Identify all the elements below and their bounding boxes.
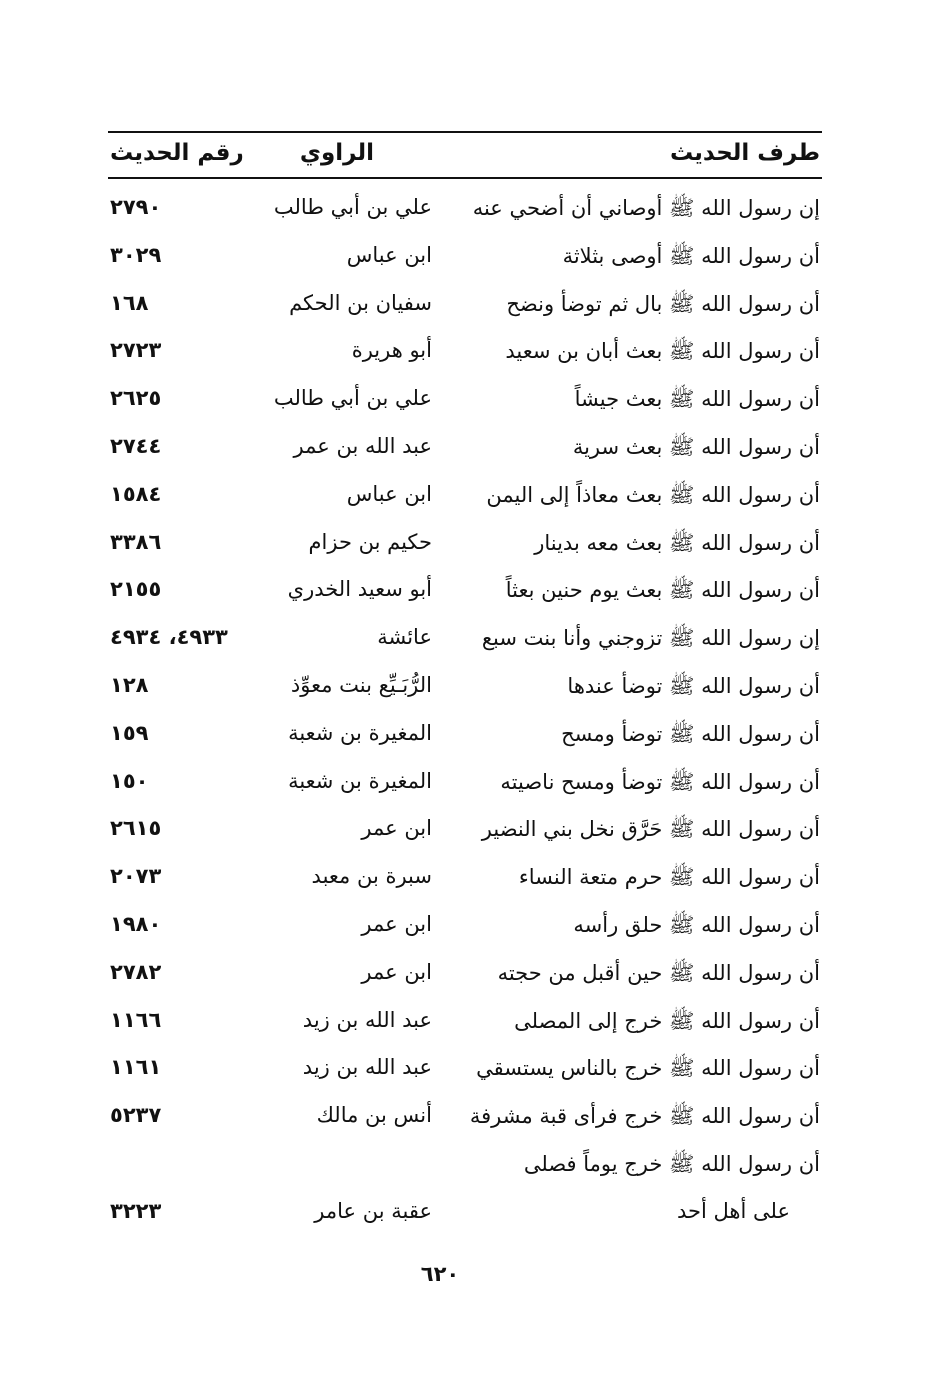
hadith-text: أن رسول الله ﷺ حلق رأسه	[573, 913, 820, 937]
narrator: أبو سعيد الخدري	[287, 577, 432, 602]
hadith-number: ٣٢٢٣	[110, 1198, 162, 1223]
narrator: علي بن أبي طالب	[273, 195, 432, 219]
hadith-text: أن رسول الله ﷺ أوصى بثلاثة	[562, 243, 820, 268]
hadith-number: ٢٧٨٢	[110, 959, 162, 984]
table-row: إن رسول الله ﷺ تزوجني وأنا بنت سبع عائشة ٤…	[0, 625, 944, 665]
table-row: أن رسول الله ﷺ بعث معاذاً إلى اليمن ابن ع…	[0, 482, 944, 522]
hadith-number: ٢٧٩٠	[110, 195, 162, 219]
hadith-text: أن رسول الله ﷺ بعث يوم حنين بعثاً	[505, 578, 820, 603]
hadith-text: أن رسول الله ﷺ توضأ ومسح ناصيته	[500, 769, 820, 794]
hadith-text: أن رسول الله ﷺ بعث جيشاً	[574, 387, 820, 412]
table-row: أن رسول الله ﷺ بعث جيشاً علي بن أبي طالب ٢…	[0, 386, 944, 426]
narrator: ابن عباس	[346, 242, 432, 267]
hadith-text: أن رسول الله ﷺ حرم متعة النساء	[518, 865, 820, 890]
hadith-text: أن رسول الله ﷺ بال ثم توضأ ونضح	[506, 291, 820, 316]
table-row: أن رسول الله ﷺ أوصى بثلاثة ابن عباس ٣٠٢٩	[0, 243, 944, 283]
table-row: أن رسول الله ﷺ بال ثم توضأ ونضح سفيان بن …	[0, 291, 944, 331]
table-row: أن رسول الله ﷺ حلق رأسه ابن عمر ١٩٨٠	[0, 912, 944, 952]
hadith-number: ٢٠٧٣	[110, 864, 162, 889]
hadith-text: أن رسول الله ﷺ حَرَّق نخل بني النضير	[481, 817, 820, 842]
table-row: أن رسول الله ﷺ توضأ عندها الرُّبَـيِّع بن…	[0, 673, 944, 713]
table-row: أن رسول الله ﷺ خرج بالناس يستسقي عبد الله…	[0, 1055, 944, 1095]
hadith-number: ١٥٠	[110, 768, 149, 793]
header-rule	[108, 177, 822, 179]
narrator: حكيم بن حزام	[308, 529, 432, 554]
header-hadith-number: رقم الحديث	[110, 140, 244, 166]
narrator: علي بن أبي طالب	[273, 386, 432, 411]
hadith-text: أن رسول الله ﷺ خرج يوماً فصلى	[523, 1152, 820, 1176]
header-hadith-text: طرف الحديث	[669, 140, 820, 166]
hadith-number: ١٥٩	[110, 720, 149, 745]
narrator: عقبة بن عامر	[314, 1198, 432, 1223]
hadith-text: أن رسول الله ﷺ خرج فرأى قبة مشرفة	[469, 1104, 820, 1129]
narrator: عبد الله بن زيد	[302, 1007, 432, 1032]
table-row: أن رسول الله ﷺ بعث أبان بن سعيد أبو هريرة…	[0, 338, 944, 378]
hadith-text: أن رسول الله ﷺ بعث معه بدينار	[534, 530, 820, 555]
hadith-number: ١١٦٦	[110, 1007, 162, 1032]
table-row: أن رسول الله ﷺ خرج فرأى قبة مشرفة أنس بن …	[0, 1103, 944, 1143]
hadith-text: أن رسول الله ﷺ توضأ ومسح	[561, 721, 820, 746]
narrator: ابن عمر	[361, 816, 432, 841]
narrator: المغيرة بن شعبة	[288, 720, 432, 745]
narrator: ابن عمر	[361, 959, 432, 984]
narrator: الرُّبَـيِّع بنت معوِّذ	[290, 673, 432, 697]
hadith-text: أن رسول الله ﷺ بعث سرية	[572, 435, 820, 459]
hadith-number: ٢١٥٥	[110, 577, 162, 602]
hadith-number: ٢٦١٥	[110, 816, 162, 841]
table-row: أن رسول الله ﷺ حَرَّق نخل بني النضير ابن …	[0, 816, 944, 856]
hadith-number: ٢٦٢٥	[110, 386, 162, 411]
hadith-text: أن رسول الله ﷺ خرج بالناس يستسقي	[476, 1056, 820, 1081]
hadith-text: أن رسول الله ﷺ خرج إلى المصلى	[514, 1008, 820, 1033]
hadith-number: ٢٧٤٤	[110, 434, 162, 458]
hadith-number: ٢٧٢٣	[110, 338, 162, 363]
narrator: سفيان بن الحكم	[289, 290, 432, 315]
table-row: أن رسول الله ﷺ حين أقبل من حجته ابن عمر ٢٧…	[0, 960, 944, 1000]
hadith-number: ١٢٨	[110, 673, 149, 697]
hadith-text: أن رسول الله ﷺ حين أقبل من حجته	[497, 960, 820, 985]
header-narrator: الراوي	[299, 140, 374, 166]
hadith-text: إن رسول الله ﷺ أوصاني أن أضحي عنه	[472, 196, 820, 220]
table-row: إن رسول الله ﷺ أوصاني أن أضحي عنه علي بن …	[0, 195, 944, 235]
table-row: أن رسول الله ﷺ خرج إلى المصلى عبد الله بن…	[0, 1008, 944, 1048]
hadith-text-continued: على أهل أحد	[677, 1198, 790, 1223]
hadith-number: ١١٦١	[110, 1055, 162, 1080]
hadith-number: ٣٣٨٦	[110, 529, 162, 554]
hadith-number: ٤٩٣٣، ٤٩٣٤	[110, 625, 228, 650]
narrator: عائشة	[377, 625, 432, 650]
hadith-text: أن رسول الله ﷺ بعث معاذاً إلى اليمن	[486, 482, 820, 507]
table-row: أن رسول الله ﷺ بعث معه بدينار حكيم بن حزا…	[0, 530, 944, 570]
narrator: المغيرة بن شعبة	[288, 768, 432, 793]
narrator: عبد الله بن زيد	[302, 1055, 432, 1080]
table-row: أن رسول الله ﷺ توضأ ومسح المغيرة بن شعبة ١…	[0, 721, 944, 761]
narrator: عبد الله بن عمر	[293, 434, 432, 458]
table-row: أن رسول الله ﷺ خرج يوماً فصلى على أهل أحد…	[0, 1151, 944, 1223]
top-rule	[108, 131, 822, 133]
hadith-number: ٣٠٢٩	[110, 242, 162, 267]
narrator: ابن عباس	[346, 481, 432, 506]
table-row: أن رسول الله ﷺ حرم متعة النساء سبرة بن مع…	[0, 864, 944, 904]
hadith-number: ٥٢٣٧	[110, 1103, 162, 1128]
hadith-text: أن رسول الله ﷺ توضأ عندها	[567, 674, 820, 698]
hadith-text: إن رسول الله ﷺ تزوجني وأنا بنت سبع	[481, 626, 820, 651]
narrator: ابن عمر	[361, 912, 432, 936]
table-row: أن رسول الله ﷺ توضأ ومسح ناصيته المغيرة ب…	[0, 769, 944, 809]
hadith-number: ١٥٨٤	[110, 481, 162, 506]
table-row: أن رسول الله ﷺ بعث سرية عبد الله بن عمر ٢٧…	[0, 434, 944, 474]
hadith-number: ١٦٨	[110, 290, 149, 315]
page-number: ٦٢٠	[420, 1262, 460, 1286]
narrator: أبو هريرة	[351, 338, 432, 363]
narrator: سبرة بن معبد	[311, 864, 432, 889]
hadith-text: أن رسول الله ﷺ بعث أبان بن سعيد	[505, 339, 820, 364]
table-row: أن رسول الله ﷺ بعث يوم حنين بعثاً أبو سعي…	[0, 577, 944, 617]
hadith-number: ١٩٨٠	[110, 912, 162, 936]
narrator: أنس بن مالك	[316, 1103, 432, 1128]
